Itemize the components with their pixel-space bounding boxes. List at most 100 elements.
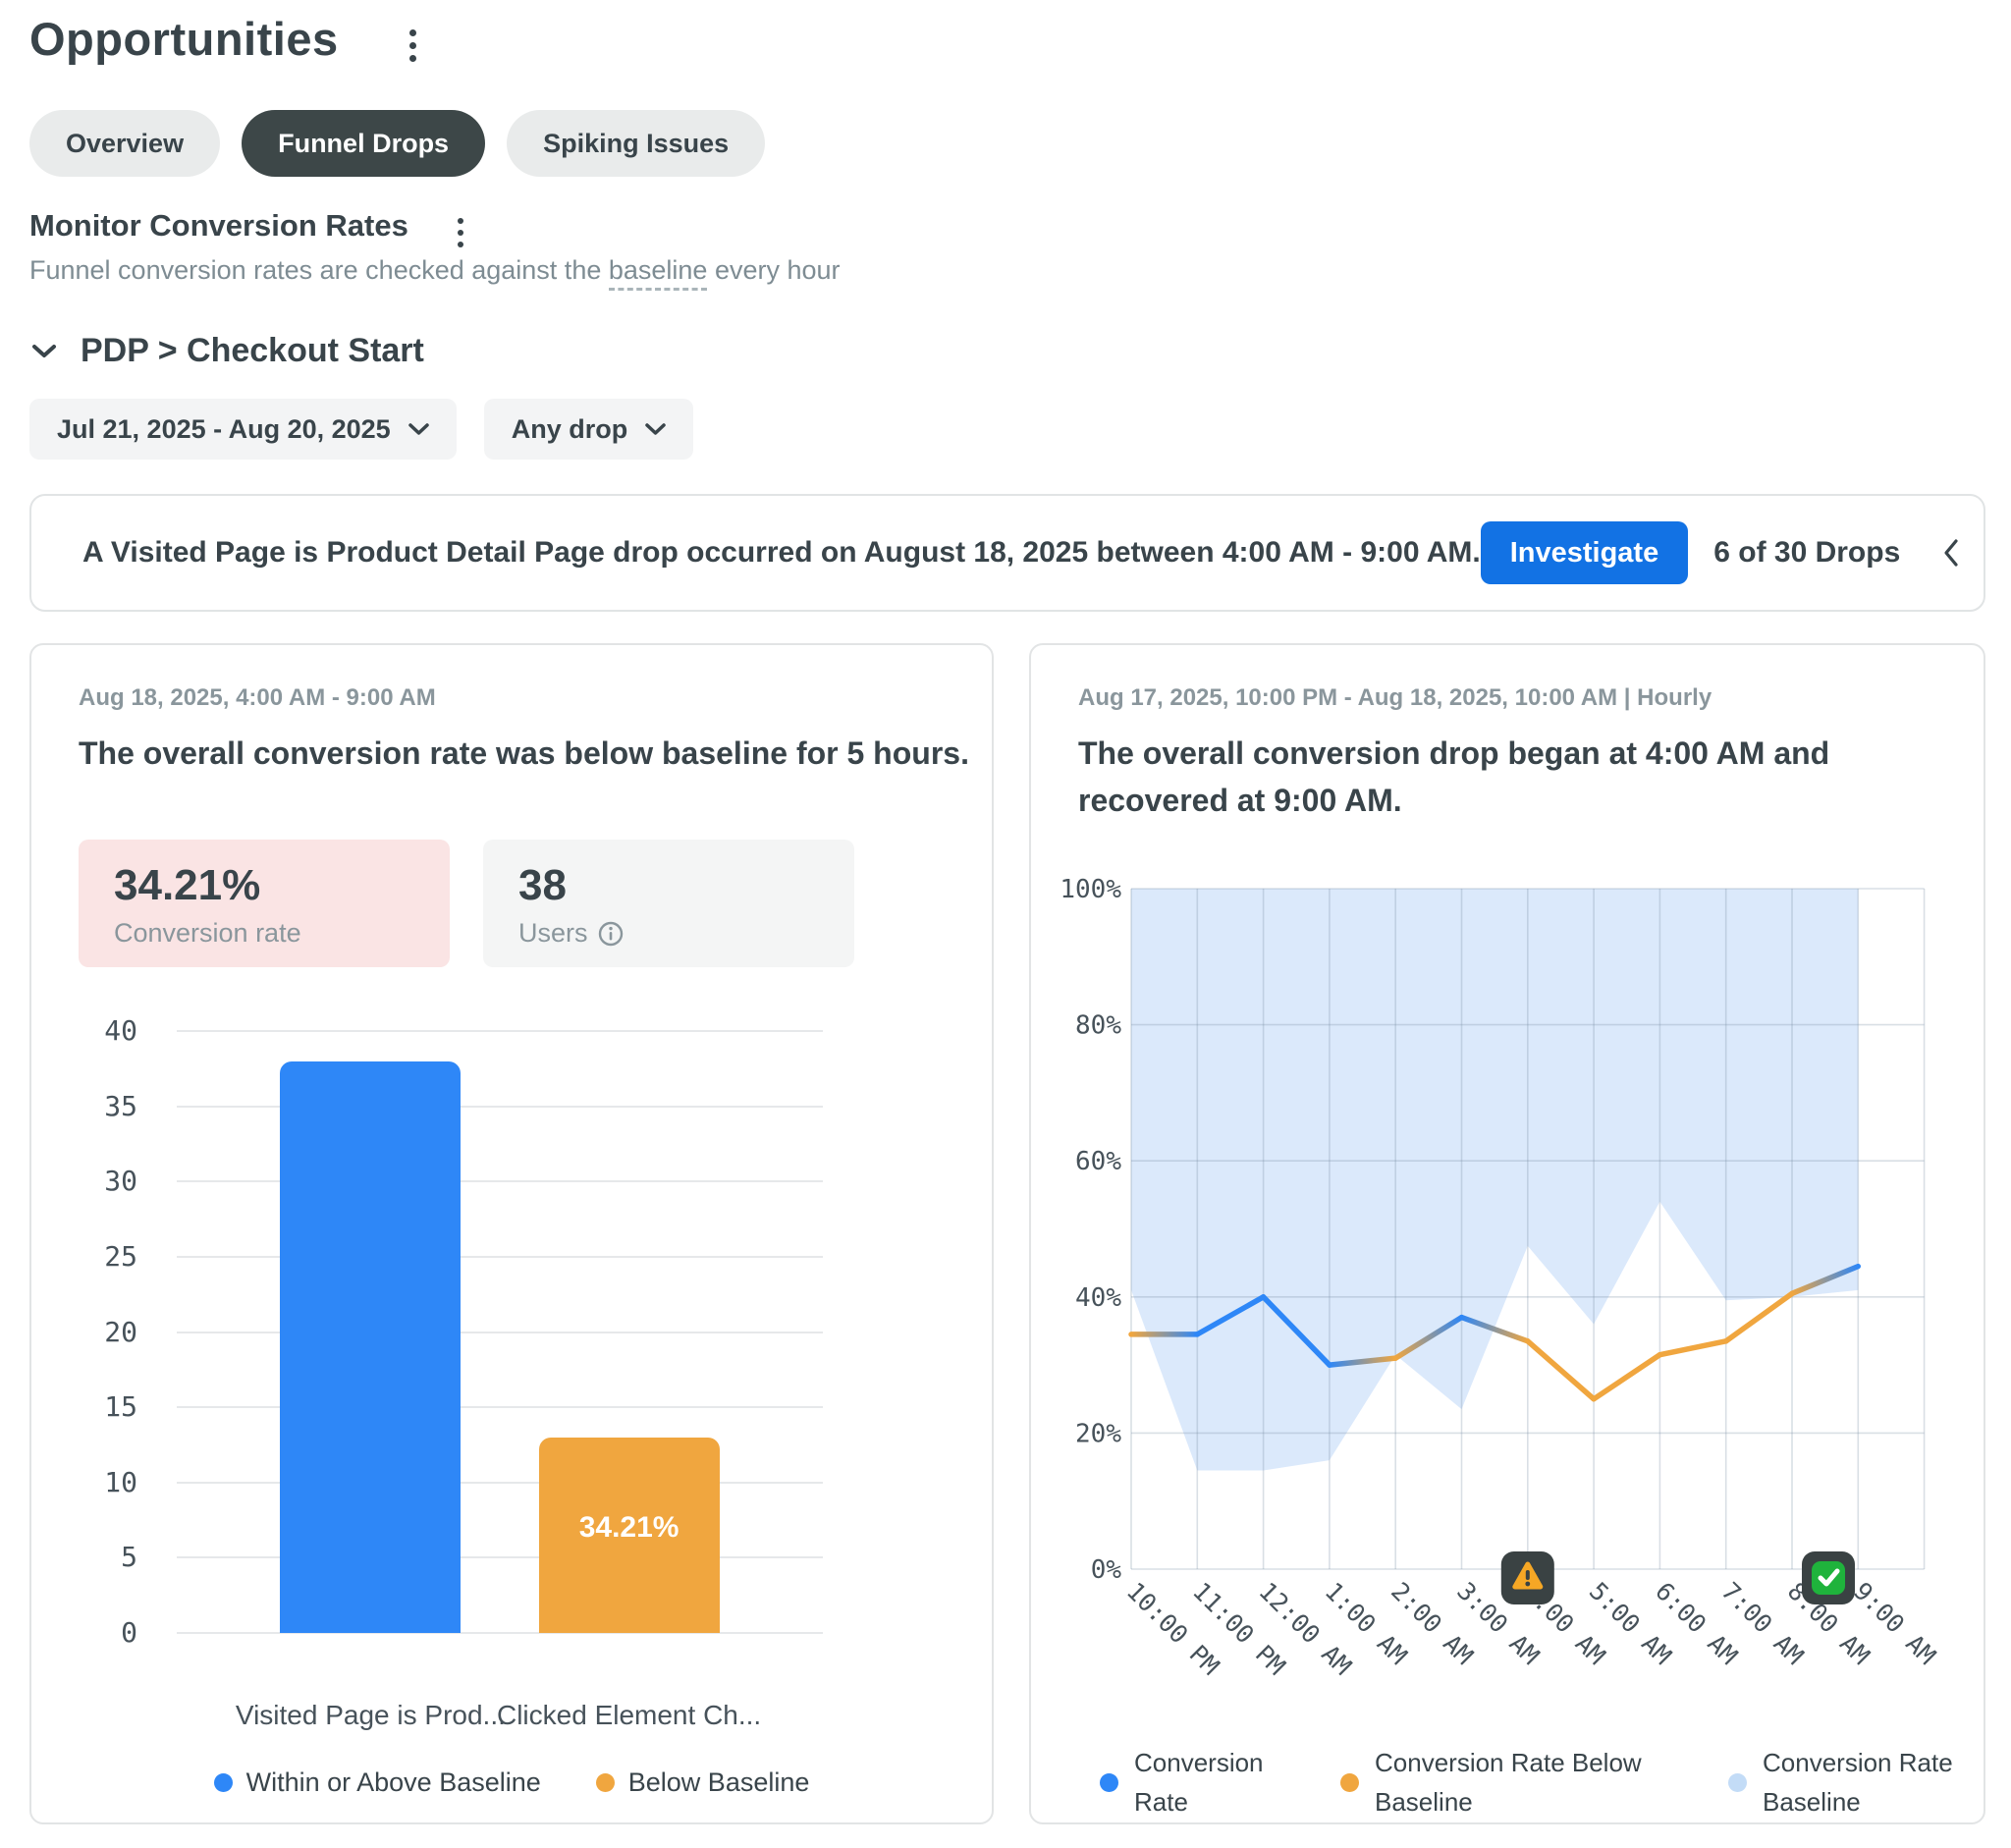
tab-spiking-issues[interactable]: Spiking Issues: [507, 110, 766, 177]
y-axis-tick-label: 80%: [1075, 1011, 1121, 1041]
alert-message: A Visited Page is Product Detail Page dr…: [82, 536, 1481, 569]
subtitle-text-after: every hour: [707, 255, 841, 285]
conversion-rate-line-segment: [1260, 1294, 1332, 1368]
chevron-down-icon: [408, 422, 429, 435]
date-range-value: Jul 21, 2025 - Aug 20, 2025: [57, 413, 391, 444]
gridline: [177, 1406, 823, 1409]
drop-filter-value: Any drop: [511, 413, 628, 444]
tab-overview[interactable]: Overview: [29, 110, 221, 177]
legend-label: Within or Above Baseline: [245, 1767, 541, 1797]
legend-label: Conversion Rate Below Baseline: [1375, 1748, 1642, 1818]
left-card-date-range: Aug 18, 2025, 4:00 AM - 9:00 AM: [79, 684, 436, 711]
funnel-step-bar-chart: 0 5 10 15 20 25 30 35 40 Visited Page is Prod... 3…: [31, 645, 992, 1822]
y-axis-tick-label: 15: [104, 1390, 137, 1424]
y-axis-tick-label: 20%: [1075, 1419, 1121, 1448]
legend-label: Conversion Rate Baseline: [1763, 1748, 1953, 1818]
conversion-rate-line-segment: [1458, 1314, 1531, 1344]
legend-dot-icon: [1340, 1772, 1359, 1792]
legend-item[interactable]: Below Baseline: [595, 1767, 810, 1798]
conversion-rate-summary-card: Aug 18, 2025, 4:00 AM - 9:00 AM The over…: [29, 643, 994, 1824]
legend-item[interactable]: Conversion Rate Baseline: [1728, 1743, 1969, 1822]
gridline: [177, 1255, 823, 1258]
conversion-rate-line-segment: [1657, 1338, 1729, 1358]
legend-label: Below Baseline: [627, 1767, 810, 1797]
conversion-rate-line-segment: [1722, 1290, 1795, 1344]
section-subtitle: Funnel conversion rates are checked agai…: [29, 255, 841, 291]
date-range-dropdown[interactable]: Jul 21, 2025 - Aug 20, 2025: [29, 399, 457, 460]
legend-dot-icon: [213, 1773, 233, 1792]
left-card-headline: The overall conversion rate was below ba…: [79, 735, 969, 771]
conversion-rate-line-segment: [1525, 1338, 1597, 1402]
baseline-band-area: [1131, 889, 1859, 1471]
y-axis-tick-label: 10: [104, 1465, 137, 1498]
chevron-down-icon[interactable]: [31, 343, 57, 359]
x-axis-category-label: Clicked Element Ch...: [496, 1700, 762, 1730]
section-kebab-menu-icon[interactable]: [458, 218, 463, 247]
warning-icon: [1500, 1551, 1554, 1604]
gridline: [177, 1180, 823, 1183]
users-value: 38: [518, 861, 567, 909]
conversion-rate-line-segment: [1327, 1355, 1398, 1368]
y-axis-tick-label: 0%: [1091, 1555, 1122, 1585]
drop-alert-banner: A Visited Page is Product Detail Page dr…: [29, 494, 1985, 612]
gridline: [177, 1105, 823, 1108]
y-axis-tick-label: 40: [104, 1014, 137, 1047]
y-axis-tick-label: 30: [104, 1165, 137, 1198]
drop-filter-dropdown[interactable]: Any drop: [483, 399, 694, 460]
legend-dot-icon: [1100, 1772, 1118, 1792]
legend-item[interactable]: Conversion Rate Below Baseline: [1340, 1743, 1669, 1822]
bar-value-label: 34.21%: [578, 1510, 679, 1544]
bar: [280, 1060, 462, 1633]
conversion-rate-value: 34.21%: [114, 861, 261, 909]
next-drop-chevron-right-icon[interactable]: [1996, 532, 2011, 573]
tab-funnel-drops[interactable]: Funnel Drops: [242, 110, 486, 177]
funnel-name[interactable]: PDP > Checkout Start: [81, 332, 424, 369]
y-axis-tick-label: 25: [104, 1239, 137, 1273]
recovered-check-icon: [1802, 1551, 1856, 1604]
hourly-conversion-chart-card: Aug 17, 2025, 10:00 PM - Aug 18, 2025, 1…: [1029, 643, 1985, 1824]
users-stat: 38 Users: [483, 840, 854, 967]
gridline: [177, 1481, 823, 1484]
tab-bar: Overview Funnel Drops Spiking Issues: [29, 110, 766, 177]
bar-chart-legend: Within or Above Baseline Below Baseline: [31, 1767, 992, 1798]
legend-dot-icon: [595, 1773, 615, 1792]
legend-item[interactable]: Conversion Rate: [1100, 1743, 1291, 1822]
page-title-kebab-menu-icon[interactable]: [409, 29, 416, 62]
y-axis-tick-label: 5: [121, 1541, 137, 1574]
conversion-rate-line-segment: [1194, 1294, 1267, 1337]
baseline-tooltip-trigger[interactable]: baseline: [608, 255, 708, 291]
y-axis-tick-label: 100%: [1060, 875, 1121, 904]
gridline: [177, 1632, 823, 1634]
section-heading: Monitor Conversion Rates: [29, 208, 408, 243]
y-axis-tick-label: 35: [104, 1089, 137, 1122]
conversion-rate-label: Conversion rate: [114, 918, 301, 948]
right-card-headline: The overall conversion drop began at 4:0…: [1078, 735, 1830, 818]
previous-drop-chevron-left-icon[interactable]: [1929, 532, 1973, 573]
y-axis-tick-label: 20: [104, 1315, 137, 1348]
gridline: [177, 1030, 823, 1032]
chevron-down-icon: [645, 422, 666, 435]
x-axis-category-label: Visited Page is Prod...: [235, 1700, 506, 1730]
y-axis-tick-label: 0: [121, 1616, 137, 1649]
drops-pagination-label: 6 of 30 Drops: [1713, 536, 1901, 569]
conversion-rate-line-segment: [1789, 1263, 1862, 1297]
conversion-rate-stat: 34.21% Conversion rate: [79, 840, 450, 967]
page-title: Opportunities: [29, 13, 339, 65]
subtitle-text: Funnel conversion rates are checked agai…: [29, 255, 609, 285]
conversion-rate-line-chart: 0%20%40%60%80%100% 10:00 PM 11:00 PM 12:…: [1060, 875, 1941, 1680]
users-label: Users: [518, 918, 588, 948]
legend-label: Conversion Rate: [1134, 1748, 1264, 1818]
investigate-button[interactable]: Investigate: [1480, 521, 1689, 584]
legend-item[interactable]: Within or Above Baseline: [213, 1767, 541, 1798]
gridline: [177, 1556, 823, 1559]
y-axis-tick-label: 60%: [1075, 1147, 1121, 1176]
gridline: [177, 1331, 823, 1333]
y-axis-tick-label: 40%: [1075, 1283, 1121, 1313]
conversion-rate-line-segment: [1392, 1314, 1465, 1361]
right-card-date-range: Aug 17, 2025, 10:00 PM - Aug 18, 2025, 1…: [1078, 684, 1712, 711]
legend-dot-icon: [1728, 1772, 1747, 1792]
info-icon[interactable]: [598, 921, 624, 947]
conversion-rate-line-segment: [1591, 1351, 1663, 1402]
bar: 34.21%: [538, 1437, 720, 1633]
